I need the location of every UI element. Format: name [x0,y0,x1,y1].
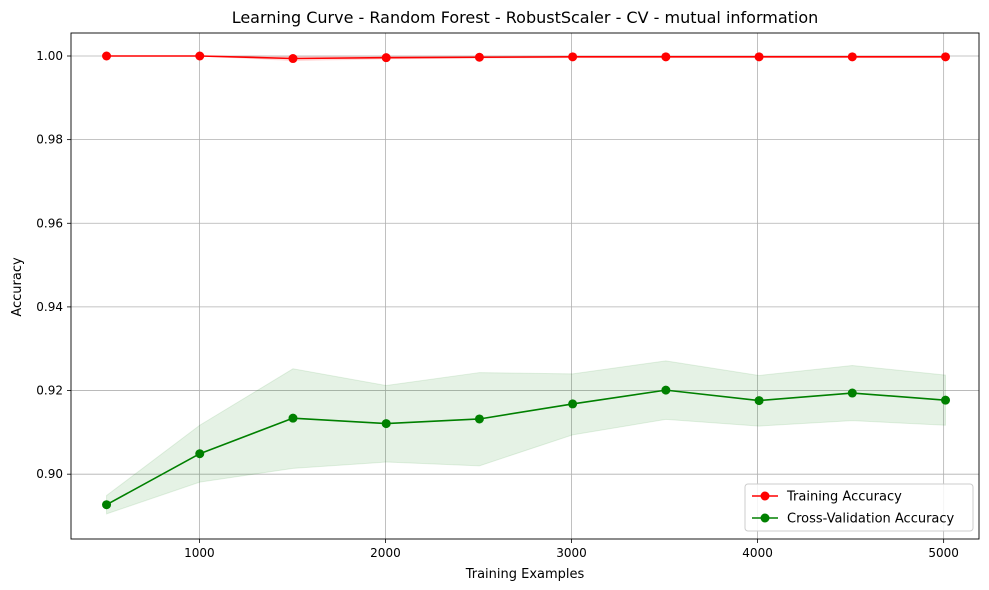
plot-background [71,33,979,539]
x-tick-label: 1000 [184,546,215,560]
x-tick-label: 2000 [370,546,401,560]
data-point [474,52,484,62]
plot-area [71,33,979,539]
y-tick-label: 0.94 [36,300,63,314]
data-point [474,414,484,424]
data-point [661,385,671,395]
x-tick-label: 4000 [742,546,773,560]
x-tick-label: 3000 [556,546,587,560]
grid-lines [71,33,979,539]
legend-swatch-marker [760,491,770,501]
data-point [661,52,671,62]
data-point [288,413,298,423]
legend-box [744,483,974,532]
axes [70,32,980,540]
data-point [847,388,857,398]
y-tick-label: 0.98 [36,133,63,147]
data-point [754,52,764,62]
data-point [195,51,205,61]
legend: Training Accuracy Cross-Validation Accura… [744,483,974,532]
legend-label: Training Accuracy [786,490,902,505]
data-point [941,52,951,62]
data-point [941,395,951,405]
data-point [847,52,857,62]
x-tick-label: 5000 [928,546,959,560]
data-point [568,399,578,409]
data-point [102,500,112,510]
x-axis-label: Training Examples [465,567,585,582]
y-tick-label: 1.00 [36,49,63,63]
y-tick-label: 0.96 [36,216,63,230]
series-band-1 [106,360,947,515]
data-point [381,53,391,63]
data-point [381,419,391,429]
data-point [195,449,205,459]
y-tick-label: 0.90 [36,467,63,481]
series-line-1 [106,389,946,506]
series-points [102,51,951,510]
y-tick-label: 0.92 [36,384,63,398]
tick-marks: 1000 2000 3000 4000 5000 0.90 0.92 0.94 0.96 0.98… [36,49,959,560]
series-line-0 [106,55,946,60]
data-point [568,52,578,62]
legend-swatch-marker [760,513,770,523]
data-point [288,54,298,64]
axes-frame [70,32,980,540]
data-point [754,396,764,406]
legend-label: Cross-Validation Accuracy [787,512,955,527]
series-lines [106,55,946,506]
chart-title: Learning Curve - Random Forest - RobustS… [232,8,819,27]
y-axis-label: Accuracy [10,257,25,317]
data-point [102,51,112,61]
